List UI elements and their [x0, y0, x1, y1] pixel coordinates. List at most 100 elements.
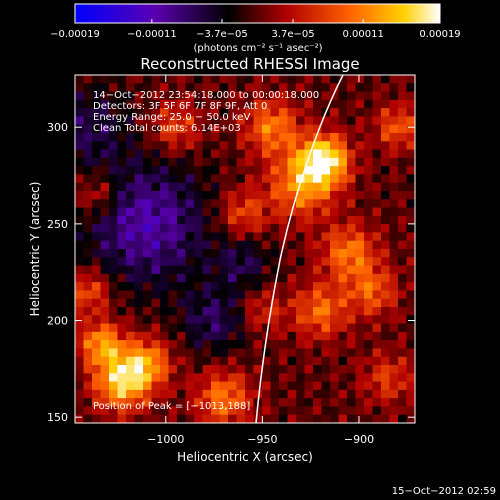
heatmap-cell — [313, 414, 323, 423]
heatmap-cell — [279, 365, 289, 374]
heatmap-cell — [330, 389, 340, 399]
heatmap-cell — [168, 298, 178, 308]
heatmap-cell — [253, 340, 263, 350]
heatmap-cell — [92, 307, 102, 316]
heatmap-cell — [117, 406, 127, 416]
heatmap-cell — [117, 290, 127, 300]
heatmap-cell — [168, 323, 178, 333]
heatmap-cell — [381, 373, 391, 383]
heatmap-cell — [355, 323, 365, 333]
heatmap-cell — [194, 224, 204, 234]
heatmap-cell — [330, 249, 340, 258]
heatmap-cell — [134, 265, 144, 275]
heatmap-cell — [100, 340, 110, 350]
colorbar-tick-label: −0.00019 — [50, 29, 100, 40]
heatmap-cell — [134, 240, 144, 250]
heatmap-cell — [185, 365, 195, 374]
heatmap-cell — [253, 116, 263, 126]
heatmap-cell — [279, 315, 289, 325]
heatmap-cell — [253, 174, 263, 184]
heatmap-cell — [126, 199, 136, 209]
heatmap-cell — [143, 331, 153, 341]
heatmap-cell — [236, 282, 246, 292]
heatmap-cell — [321, 99, 331, 109]
heatmap-cell — [202, 373, 212, 383]
heatmap-cell — [287, 257, 297, 267]
heatmap-cell — [160, 290, 170, 300]
heatmap-cell — [381, 282, 391, 292]
heatmap-cell — [151, 340, 161, 350]
heatmap-cell — [355, 249, 365, 258]
heatmap-cell — [160, 182, 170, 192]
heatmap-cell — [330, 108, 340, 118]
heatmap-cell — [389, 157, 399, 167]
heatmap-cell — [287, 406, 297, 416]
heatmap-cell — [92, 348, 102, 358]
heatmap-cell — [321, 215, 331, 225]
heatmap-cell — [109, 199, 119, 209]
heatmap-cell — [126, 381, 136, 391]
heatmap-cell — [381, 307, 391, 316]
heatmap-cell — [355, 149, 365, 159]
heatmap-cell — [92, 124, 102, 134]
heatmap-cell — [126, 124, 136, 134]
heatmap-cell — [372, 157, 382, 167]
heatmap-cell — [262, 157, 272, 167]
heatmap-cell — [398, 406, 408, 416]
heatmap-cell — [228, 365, 238, 374]
heatmap-cell — [211, 99, 221, 109]
heatmap-cell — [279, 356, 289, 366]
heatmap-cell — [406, 249, 415, 258]
heatmap-cell — [355, 398, 365, 408]
heatmap-cell — [364, 273, 374, 283]
heatmap-cell — [364, 323, 374, 333]
heatmap-cell — [134, 249, 144, 258]
heatmap-cell — [211, 365, 221, 374]
heatmap-cell — [347, 116, 357, 126]
heatmap-cell — [321, 406, 331, 416]
heatmap-cell — [245, 331, 255, 341]
heatmap-cell — [406, 215, 415, 225]
heatmap-cell — [270, 83, 280, 93]
heatmap-cell — [381, 257, 391, 267]
heatmap-cell — [330, 323, 340, 333]
heatmap-cell — [389, 199, 399, 209]
heatmap-cell — [126, 315, 136, 325]
heatmap-cell — [117, 331, 127, 341]
heatmap-cell — [83, 348, 93, 358]
heatmap-cell — [117, 340, 127, 350]
heatmap-cell — [185, 83, 195, 93]
heatmap-cell — [168, 307, 178, 316]
heatmap-cell — [117, 381, 127, 391]
heatmap-cell — [338, 356, 348, 366]
heatmap-cell — [262, 340, 272, 350]
heatmap-cell — [194, 406, 204, 416]
heatmap-cell — [313, 166, 323, 176]
heatmap-cell — [338, 249, 348, 258]
heatmap-cell — [406, 141, 415, 151]
heatmap-cell — [270, 365, 280, 374]
heatmap-cell — [398, 157, 408, 167]
heatmap-cell — [202, 133, 212, 142]
heatmap-cell — [389, 215, 399, 225]
heatmap-cell — [117, 257, 127, 267]
heatmap-cell — [83, 273, 93, 283]
heatmap-cell — [92, 398, 102, 408]
heatmap-cell — [83, 232, 93, 242]
heatmap-cell — [75, 265, 85, 275]
heatmap-cell — [245, 99, 255, 109]
heatmap-cell — [321, 83, 331, 93]
heatmap-cell — [245, 224, 255, 234]
heatmap-cell — [245, 282, 255, 292]
heatmap-cell — [389, 398, 399, 408]
heatmap-cell — [117, 191, 127, 200]
heatmap-cell — [117, 265, 127, 275]
heatmap-cell — [364, 348, 374, 358]
heatmap-cell — [194, 365, 204, 374]
heatmap-cell — [364, 141, 374, 151]
heatmap-cell — [160, 373, 170, 383]
heatmap-cell — [296, 124, 306, 134]
heatmap-cell — [338, 75, 348, 84]
heatmap-cell — [202, 166, 212, 176]
heatmap-cell — [304, 149, 314, 159]
